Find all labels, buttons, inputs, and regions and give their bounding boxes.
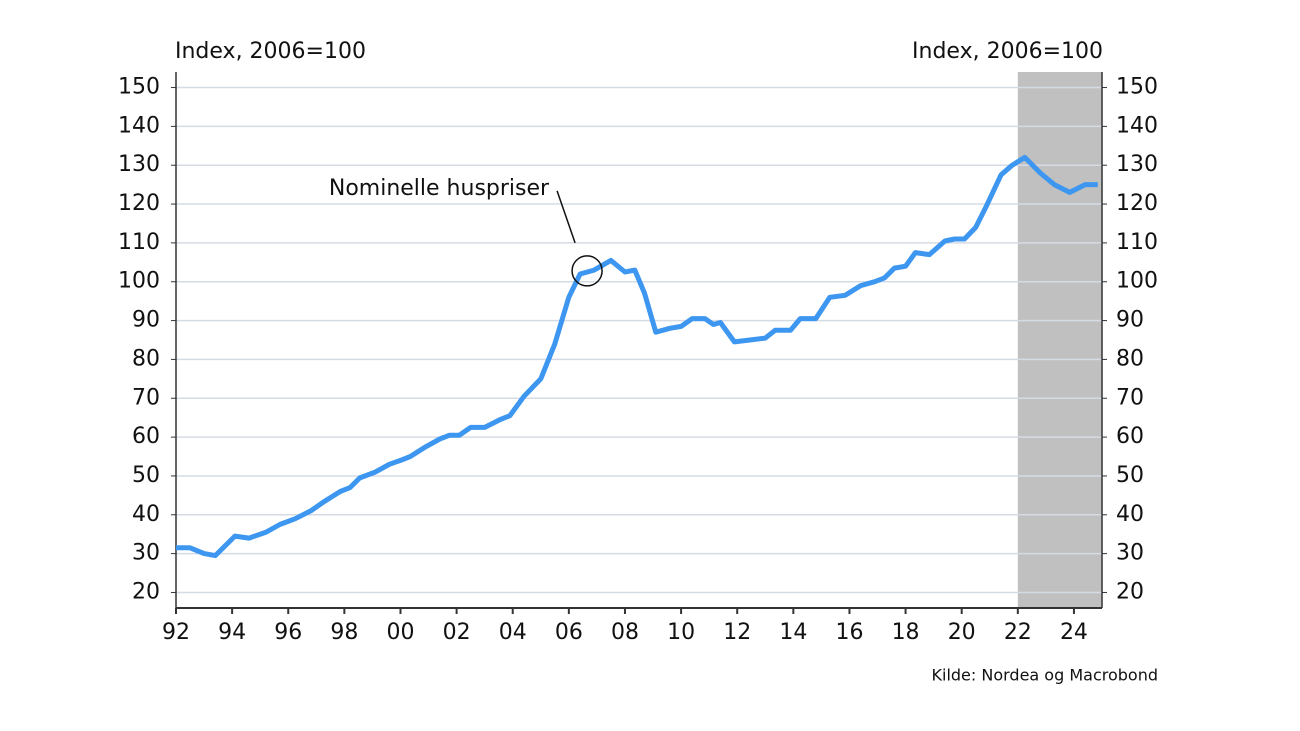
y-tick-label: 110 bbox=[118, 230, 160, 255]
y-tick-label: 50 bbox=[132, 463, 160, 488]
y-axis-label: Index, 2006=100 bbox=[175, 39, 366, 64]
y-tick-label: 40 bbox=[132, 502, 160, 527]
y2-tick-label: 90 bbox=[1116, 308, 1144, 333]
x-tick-label: 08 bbox=[611, 620, 639, 645]
y2-tick-label: 20 bbox=[1116, 579, 1144, 604]
y-tick-label: 60 bbox=[132, 424, 160, 449]
y-tick-label: 130 bbox=[118, 152, 160, 177]
x-tick-label: 22 bbox=[1004, 620, 1032, 645]
y2-tick-label: 70 bbox=[1116, 385, 1144, 410]
x-tick-label: 24 bbox=[1060, 620, 1088, 645]
x-tick-label: 20 bbox=[948, 620, 976, 645]
annotation-circle bbox=[571, 255, 603, 287]
y-tick-label: 70 bbox=[132, 385, 160, 410]
source: Kilde: Nordea og Macrobond bbox=[932, 666, 1159, 685]
y-tick-label: 20 bbox=[132, 579, 160, 604]
x-tick-label: 02 bbox=[443, 620, 471, 645]
y2-tick-label: 40 bbox=[1116, 502, 1144, 527]
y2-tick-label: 80 bbox=[1116, 346, 1144, 371]
x-tick-label: 94 bbox=[218, 620, 246, 645]
y2-axis-label: Index, 2006=100 bbox=[912, 39, 1103, 64]
y-tick-label: 140 bbox=[118, 113, 160, 138]
y2-tick-label: 130 bbox=[1116, 152, 1158, 177]
x-tick-label: 12 bbox=[723, 620, 751, 645]
x-tick-label: 10 bbox=[667, 620, 695, 645]
y2-tick-label: 110 bbox=[1116, 230, 1158, 255]
y2-tick-label: 30 bbox=[1116, 541, 1144, 566]
x-tick-label: 98 bbox=[330, 620, 358, 645]
y-tick-label: 90 bbox=[132, 308, 160, 333]
y2-tick-label: 100 bbox=[1116, 269, 1158, 294]
y2-tick-label: 140 bbox=[1116, 113, 1158, 138]
x-tick-label: 06 bbox=[555, 620, 583, 645]
y2-tick-label: 60 bbox=[1116, 424, 1144, 449]
x-tick-label: 14 bbox=[779, 620, 807, 645]
x-tick-label: 04 bbox=[499, 620, 527, 645]
x-tick-label: 00 bbox=[386, 620, 414, 645]
y-tick-label: 100 bbox=[118, 269, 160, 294]
y-tick-label: 150 bbox=[118, 75, 160, 100]
y-tick-label: 120 bbox=[118, 191, 160, 216]
annotation-leader bbox=[556, 190, 576, 244]
annotation-label: Nominelle huspriser bbox=[329, 176, 550, 201]
line-series bbox=[176, 154, 1098, 559]
y2-tick-label: 120 bbox=[1116, 191, 1158, 216]
x-tick-label: 92 bbox=[162, 620, 190, 645]
x-tick-label: 16 bbox=[835, 620, 863, 645]
forecast-shade bbox=[1017, 72, 1102, 608]
y-tick-label: 30 bbox=[132, 541, 160, 566]
x-tick-label: 18 bbox=[892, 620, 920, 645]
y2-tick-label: 150 bbox=[1116, 75, 1158, 100]
x-tick-label: 96 bbox=[274, 620, 302, 645]
y-tick-label: 80 bbox=[132, 346, 160, 371]
y2-tick-label: 50 bbox=[1116, 463, 1144, 488]
